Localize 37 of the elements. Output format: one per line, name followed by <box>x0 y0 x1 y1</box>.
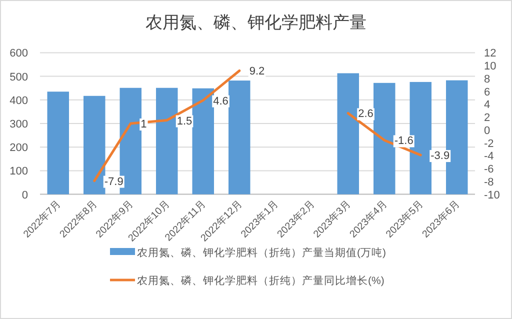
y2-tick-label: -4 <box>484 150 494 163</box>
data-label: -3.9 <box>430 150 450 162</box>
legend-label: 农用氮、磷、钾化学肥料（折纯）产量同比增长(%) <box>137 274 384 287</box>
data-label: 1 <box>140 118 147 130</box>
y2-tick-label: 2 <box>484 112 490 124</box>
bar <box>192 88 214 194</box>
y2-tick-label: 12 <box>484 48 496 60</box>
y-tick-label: 300 <box>10 118 28 130</box>
data-label: 4.6 <box>213 95 228 108</box>
y-tick-label: 500 <box>10 71 28 84</box>
y2-tick-label: -6 <box>484 164 494 176</box>
y2-tick-label: 0 <box>484 124 490 137</box>
y-tick-label: 100 <box>10 166 28 178</box>
data-label: -7.9 <box>104 176 124 188</box>
y2-tick-label: -8 <box>484 176 494 188</box>
y-tick-label: 200 <box>10 142 28 154</box>
data-label: 9.2 <box>249 66 265 78</box>
y2-tick-label: 6 <box>484 86 490 98</box>
y-tick-label: 600 <box>10 48 28 60</box>
bar <box>47 92 69 194</box>
bar <box>228 80 250 194</box>
y2-tick-label: 8 <box>484 73 490 86</box>
y2-tick-label: 10 <box>484 60 496 73</box>
data-label: 1.5 <box>176 115 192 128</box>
y-tick-label: 400 <box>10 94 28 107</box>
data-label: -1.6 <box>394 135 414 148</box>
chart-title: 农用氮、磷、钾化学肥料产量 <box>146 13 366 32</box>
bar <box>84 96 106 194</box>
data-label: 2.6 <box>358 108 374 120</box>
bar <box>337 73 359 194</box>
bar <box>374 82 396 194</box>
legend-label: 农用氮、磷、钾化学肥料（折纯）产量当期值(万吨) <box>137 246 386 259</box>
y2-tick-label: 4 <box>484 99 490 112</box>
y2-tick-label: -10 <box>484 189 500 202</box>
y2-tick-label: -2 <box>484 138 494 150</box>
y-tick-label: 0 <box>22 189 28 202</box>
bar <box>156 88 178 194</box>
